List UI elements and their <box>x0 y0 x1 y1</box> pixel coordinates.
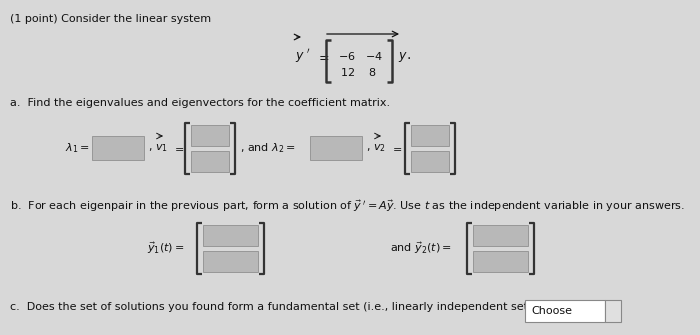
Text: ▼: ▼ <box>613 313 618 319</box>
Bar <box>605 300 621 322</box>
Text: , $v_1$: , $v_1$ <box>148 142 168 154</box>
Text: $12$: $12$ <box>340 66 355 78</box>
Text: $\vec{y}_1(t) =$: $\vec{y}_1(t) =$ <box>148 240 185 256</box>
Text: $-6$: $-6$ <box>338 50 356 62</box>
Bar <box>202 251 258 271</box>
Bar <box>411 125 449 145</box>
Text: $=$: $=$ <box>172 143 184 153</box>
Bar <box>473 251 528 271</box>
Text: (1 point) Consider the linear system: (1 point) Consider the linear system <box>10 14 211 24</box>
Text: $y$: $y$ <box>295 50 305 64</box>
Text: ▲: ▲ <box>613 305 618 311</box>
Text: $y$: $y$ <box>398 50 408 64</box>
Text: $'$: $'$ <box>306 47 310 60</box>
Text: $8$: $8$ <box>368 66 377 78</box>
Bar <box>525 300 605 322</box>
Text: and $\vec{y}_2(t) =$: and $\vec{y}_2(t) =$ <box>390 240 452 256</box>
Bar <box>411 150 449 172</box>
Text: a.  Find the eigenvalues and eigenvectors for the coefficient matrix.: a. Find the eigenvalues and eigenvectors… <box>10 98 390 108</box>
Text: $=$: $=$ <box>316 50 330 63</box>
Text: $\lambda_1 =$: $\lambda_1 =$ <box>65 141 90 155</box>
Text: c.  Does the set of solutions you found form a fundamental set (i.e., linearly i: c. Does the set of solutions you found f… <box>10 302 606 312</box>
Bar <box>191 125 229 145</box>
Text: , $v_2$: , $v_2$ <box>366 142 386 154</box>
Bar <box>310 136 362 160</box>
Bar <box>92 136 144 160</box>
Text: $-4$: $-4$ <box>365 50 383 62</box>
Text: , and $\lambda_2 =$: , and $\lambda_2 =$ <box>240 141 295 155</box>
Bar <box>202 224 258 246</box>
Text: $.$: $.$ <box>406 48 411 62</box>
Text: $=$: $=$ <box>390 143 402 153</box>
Bar <box>191 150 229 172</box>
Text: b.  For each eigenpair in the previous part, form a solution of $\vec{y}\,' = A\: b. For each eigenpair in the previous pa… <box>10 198 685 214</box>
Text: Choose: Choose <box>531 306 572 316</box>
Bar <box>473 224 528 246</box>
